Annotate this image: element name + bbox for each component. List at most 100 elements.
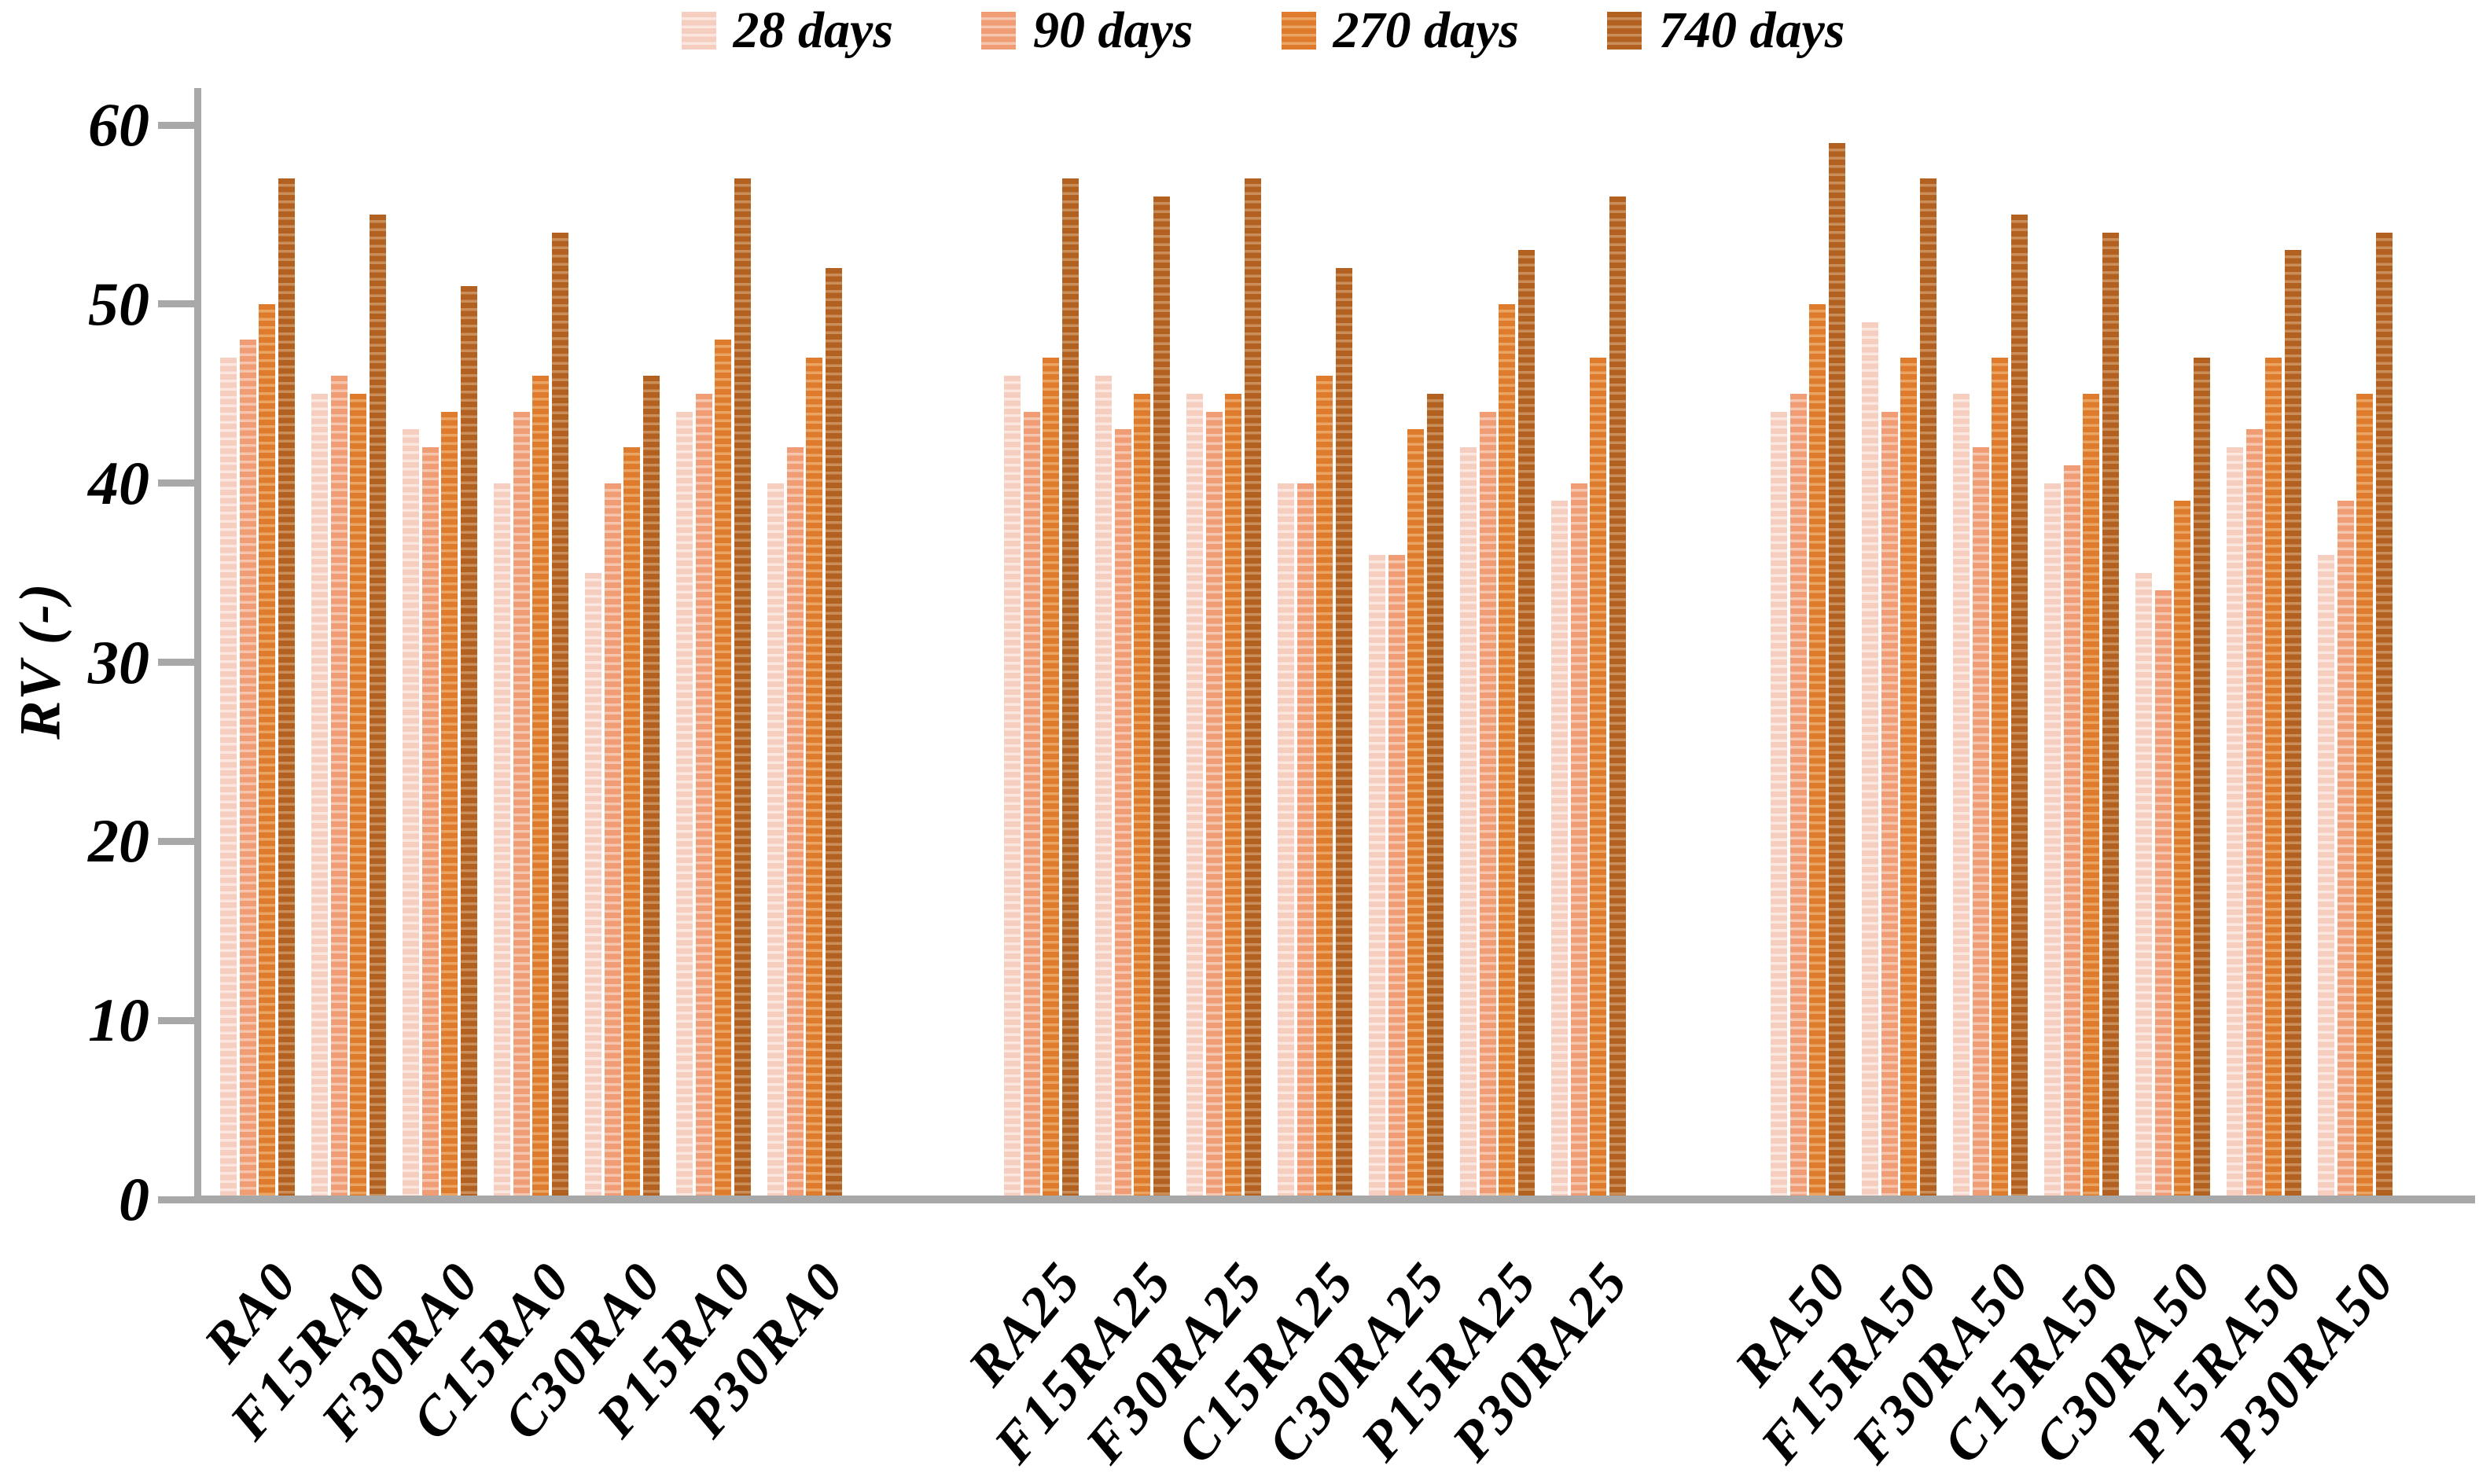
legend-label: 740 days xyxy=(1658,2,1845,59)
bar-c15ra0-740days xyxy=(551,232,568,1199)
bar-ra25-740days xyxy=(1061,178,1079,1199)
legend-label: 270 days xyxy=(1333,2,1519,59)
bar-f15ra25-740days xyxy=(1153,197,1170,1199)
bar-p15ra0-270days xyxy=(715,340,731,1199)
bar-c30ra50-90days xyxy=(2154,590,2172,1199)
bar-c30ra25-90days xyxy=(1388,554,1405,1199)
bar-f15ra50-270days xyxy=(1900,358,1917,1199)
y-axis-tick xyxy=(158,1016,194,1024)
bar-p30ra0-90days xyxy=(786,447,804,1199)
bar-f30ra25-270days xyxy=(1225,393,1241,1199)
y-tick-label: 60 xyxy=(88,90,149,159)
y-axis-tick xyxy=(158,121,194,129)
y-tick-label: 0 xyxy=(119,1165,149,1233)
bar-p15ra0-740days xyxy=(734,178,751,1199)
bar-f15ra0-28days xyxy=(311,393,328,1199)
legend: 28 days 90 days 270 days 740 days xyxy=(24,5,2479,57)
bar-f30ra25-28days xyxy=(1186,393,1203,1199)
bar-p15ra50-28days xyxy=(2227,447,2243,1199)
bar-p30ra25-90days xyxy=(1570,483,1587,1199)
bar-f15ra0-90days xyxy=(330,375,348,1199)
bar-p30ra50-90days xyxy=(2337,501,2354,1199)
legend-swatch-740days xyxy=(1606,12,1642,50)
bar-f15ra0-740days xyxy=(369,214,386,1199)
bar-c30ra0-28days xyxy=(585,572,601,1199)
bar-c15ra25-28days xyxy=(1278,483,1294,1199)
bar-c30ra25-270days xyxy=(1407,429,1424,1199)
bar-p15ra25-90days xyxy=(1479,411,1496,1199)
legend-label: 28 days xyxy=(733,2,894,59)
bar-c30ra0-740days xyxy=(642,375,660,1199)
bar-ra25-270days xyxy=(1043,358,1059,1199)
bar-p30ra50-28days xyxy=(2318,554,2334,1199)
bar-ra0-270days xyxy=(259,303,275,1199)
bar-c15ra50-28days xyxy=(2044,483,2061,1199)
x-axis-line xyxy=(194,1196,2475,1203)
bar-c15ra0-28days xyxy=(494,483,510,1199)
bar-p30ra50-270days xyxy=(2356,393,2373,1199)
bar-p30ra0-270days xyxy=(806,358,822,1199)
bar-c15ra0-90days xyxy=(513,411,530,1199)
legend-swatch-270days xyxy=(1281,12,1316,50)
bar-p30ra0-28days xyxy=(767,483,784,1199)
bar-c30ra50-740days xyxy=(2193,358,2210,1199)
bar-p15ra50-90days xyxy=(2245,429,2263,1199)
bar-f30ra25-90days xyxy=(1205,411,1223,1199)
bar-p15ra25-28days xyxy=(1460,447,1477,1199)
y-axis-tick xyxy=(158,659,194,666)
bar-p30ra25-28days xyxy=(1551,501,1568,1199)
bar-p30ra25-740days xyxy=(1609,197,1626,1199)
bar-c30ra25-28days xyxy=(1369,554,1385,1199)
y-axis-tick xyxy=(158,479,194,487)
bar-f30ra50-90days xyxy=(1972,447,1989,1199)
bar-c15ra25-270days xyxy=(1316,375,1333,1199)
bar-c30ra0-90days xyxy=(604,483,621,1199)
bar-f30ra25-740days xyxy=(1244,178,1261,1199)
legend-item-740days: 740 days xyxy=(1606,2,1845,59)
bar-p15ra0-90days xyxy=(695,393,712,1199)
bar-p30ra50-740days xyxy=(2375,232,2393,1199)
bar-f15ra0-270days xyxy=(350,393,366,1199)
bar-c15ra50-90days xyxy=(2063,465,2080,1199)
legend-item-90days: 90 days xyxy=(981,2,1194,59)
bar-p15ra25-740days xyxy=(1517,250,1535,1199)
bar-p15ra0-28days xyxy=(676,411,693,1199)
bar-f15ra25-270days xyxy=(1134,393,1150,1199)
bar-f30ra0-90days xyxy=(421,447,439,1199)
bar-f15ra50-740days xyxy=(1919,178,1936,1199)
bar-p30ra25-270days xyxy=(1590,358,1606,1199)
bar-c15ra50-270days xyxy=(2083,393,2099,1199)
y-tick-label: 10 xyxy=(88,986,149,1055)
legend-item-270days: 270 days xyxy=(1281,2,1519,59)
bar-f30ra0-740days xyxy=(460,286,477,1199)
bar-f15ra50-28days xyxy=(1862,321,1878,1199)
legend-label: 90 days xyxy=(1033,2,1194,59)
bar-c30ra0-270days xyxy=(623,447,640,1199)
bar-c15ra25-740days xyxy=(1335,268,1352,1199)
bar-c30ra25-740days xyxy=(1426,393,1444,1199)
bar-p15ra25-270days xyxy=(1499,303,1515,1199)
bar-ra0-740days xyxy=(278,178,295,1199)
bar-f30ra0-28days xyxy=(403,429,419,1199)
y-tick-label: 50 xyxy=(88,269,149,338)
bar-f15ra25-90days xyxy=(1114,429,1131,1199)
bar-f15ra25-28days xyxy=(1095,375,1112,1199)
bar-c30ra50-28days xyxy=(2135,572,2152,1199)
y-axis-tick xyxy=(158,837,194,845)
y-axis-line xyxy=(194,88,201,1203)
bar-ra0-28days xyxy=(220,358,237,1199)
bar-f30ra50-270days xyxy=(1992,358,2008,1199)
bar-f30ra50-28days xyxy=(1953,393,1970,1199)
bar-p15ra50-740days xyxy=(2284,250,2301,1199)
y-axis-tick xyxy=(158,1196,194,1203)
bar-c15ra25-90days xyxy=(1297,483,1314,1199)
bar-ra50-270days xyxy=(1809,303,1826,1199)
bar-ra0-90days xyxy=(239,340,256,1199)
bar-c15ra50-740days xyxy=(2102,232,2119,1199)
bar-ra50-90days xyxy=(1789,393,1807,1199)
y-tick-label: 30 xyxy=(88,627,149,696)
bar-ra25-90days xyxy=(1023,411,1040,1199)
bar-ra25-28days xyxy=(1004,375,1021,1199)
